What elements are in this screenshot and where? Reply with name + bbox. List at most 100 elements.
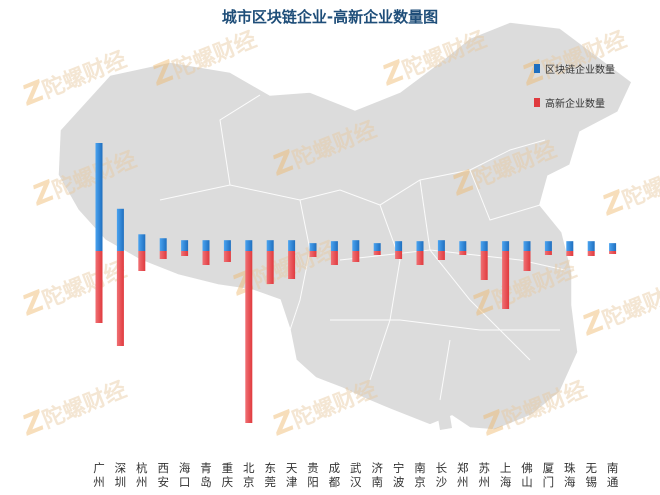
x-tick-label: 波 [393, 475, 405, 489]
x-tick-label: 锡 [585, 475, 597, 489]
x-tick-label: 南 [607, 461, 619, 475]
x-tick-label: 天 [286, 461, 298, 475]
bar-blockchain-16 [437, 240, 445, 251]
x-tick-label: 西 [157, 461, 169, 475]
x-tick-label: 广 [93, 461, 105, 475]
bar-hightech-3 [159, 251, 167, 259]
bar-hightech-13 [373, 251, 381, 255]
x-tick-label: 州 [93, 475, 105, 489]
bar-blockchain-7 [245, 240, 253, 251]
x-tick-label: 汉 [350, 475, 362, 489]
x-tick-label: 青 [200, 461, 212, 475]
x-tick-label: 沙 [436, 475, 448, 489]
bar-hightech-5 [202, 251, 210, 265]
x-tick-label: 津 [286, 475, 298, 489]
bar-blockchain-14 [395, 241, 403, 251]
bar-hightech-19 [502, 251, 510, 309]
bar-blockchain-6 [223, 240, 231, 251]
x-tick-label: 京 [243, 475, 255, 489]
x-tick-label: 京 [414, 475, 426, 489]
x-tick-label: 海 [500, 475, 512, 489]
bar-blockchain-9 [288, 240, 296, 251]
bar-blockchain-20 [523, 241, 531, 251]
bar-hightech-0 [95, 251, 103, 323]
bar-blockchain-1 [116, 208, 124, 251]
bar-hightech-24 [609, 251, 617, 254]
x-tick-label: 济 [371, 461, 383, 475]
x-tick-label: 珠 [564, 461, 576, 475]
x-tick-label: 口 [179, 475, 191, 489]
legend-label-blockchain: 区块链企业数量 [545, 64, 615, 76]
bar-hightech-21 [544, 251, 552, 255]
x-tick-label: 厦 [543, 461, 555, 475]
x-tick-label: 海 [179, 461, 191, 475]
legend-label-hightech: 高新企业数量 [545, 98, 605, 110]
bar-hightech-17 [459, 251, 467, 255]
x-tick-label: 苏 [478, 461, 490, 475]
x-tick-label: 莞 [264, 475, 276, 489]
x-tick-label: 阳 [307, 475, 319, 489]
bar-blockchain-15 [416, 241, 424, 251]
x-tick-label: 贵 [307, 461, 319, 475]
x-tick-label: 州 [478, 475, 490, 489]
bar-hightech-16 [437, 251, 445, 260]
bar-hightech-23 [587, 251, 595, 256]
x-tick-label: 南 [371, 475, 383, 489]
bar-hightech-22 [566, 251, 574, 256]
bar-hightech-8 [266, 251, 274, 284]
x-tick-label: 州 [136, 475, 148, 489]
bar-hightech-6 [223, 251, 231, 262]
x-tick-label: 通 [607, 475, 619, 489]
bar-blockchain-10 [309, 243, 317, 251]
bar-hightech-2 [138, 251, 146, 271]
bar-blockchain-13 [373, 243, 381, 251]
x-tick-label: 安 [157, 475, 169, 489]
bar-blockchain-0 [95, 143, 103, 251]
bar-blockchain-23 [587, 241, 595, 251]
x-tick-label: 郑 [457, 461, 469, 475]
legend-swatch-hightech [534, 97, 540, 107]
legend: 区块链企业数量 高新企业数量 [534, 61, 615, 129]
x-tick-label: 长 [436, 461, 448, 475]
bar-hightech-12 [352, 251, 360, 262]
bar-blockchain-3 [159, 238, 167, 251]
x-tick-label: 海 [564, 475, 576, 489]
x-tick-label: 山 [521, 475, 533, 489]
bar-hightech-15 [416, 251, 424, 265]
bar-blockchain-5 [202, 240, 210, 251]
bar-hightech-1 [116, 251, 124, 346]
bar-hightech-10 [309, 251, 317, 257]
x-tick-label: 佛 [521, 461, 533, 475]
chart-title: 城市区块链企业-高新企业数量图 [221, 8, 439, 26]
bar-hightech-18 [480, 251, 488, 280]
bar-blockchain-12 [352, 240, 360, 251]
x-tick-label: 武 [350, 461, 362, 475]
bar-blockchain-4 [181, 240, 189, 251]
x-tick-label: 南 [414, 461, 426, 475]
bar-blockchain-24 [609, 243, 617, 251]
x-tick-label: 无 [585, 461, 597, 475]
bar-hightech-7 [245, 251, 253, 423]
bar-blockchain-22 [566, 241, 574, 251]
bar-hightech-20 [523, 251, 531, 271]
x-tick-label: 杭 [136, 461, 148, 475]
x-tick-label: 岛 [200, 475, 212, 489]
x-tick-label: 庆 [222, 475, 234, 489]
legend-item-blockchain: 区块链企业数量 [534, 61, 615, 76]
bar-blockchain-21 [544, 241, 552, 251]
bar-blockchain-19 [502, 241, 510, 251]
legend-item-hightech: 高新企业数量 [534, 95, 615, 110]
x-tick-label: 都 [329, 475, 341, 489]
x-tick-label: 门 [543, 475, 555, 489]
x-tick-label: 深 [115, 461, 127, 475]
bar-blockchain-2 [138, 234, 146, 251]
bar-hightech-9 [288, 251, 296, 279]
x-tick-label: 北 [243, 461, 255, 475]
x-tick-label: 上 [500, 461, 512, 475]
x-tick-label: 州 [457, 475, 469, 489]
bar-hightech-14 [395, 251, 403, 259]
bar-hightech-4 [181, 251, 189, 256]
